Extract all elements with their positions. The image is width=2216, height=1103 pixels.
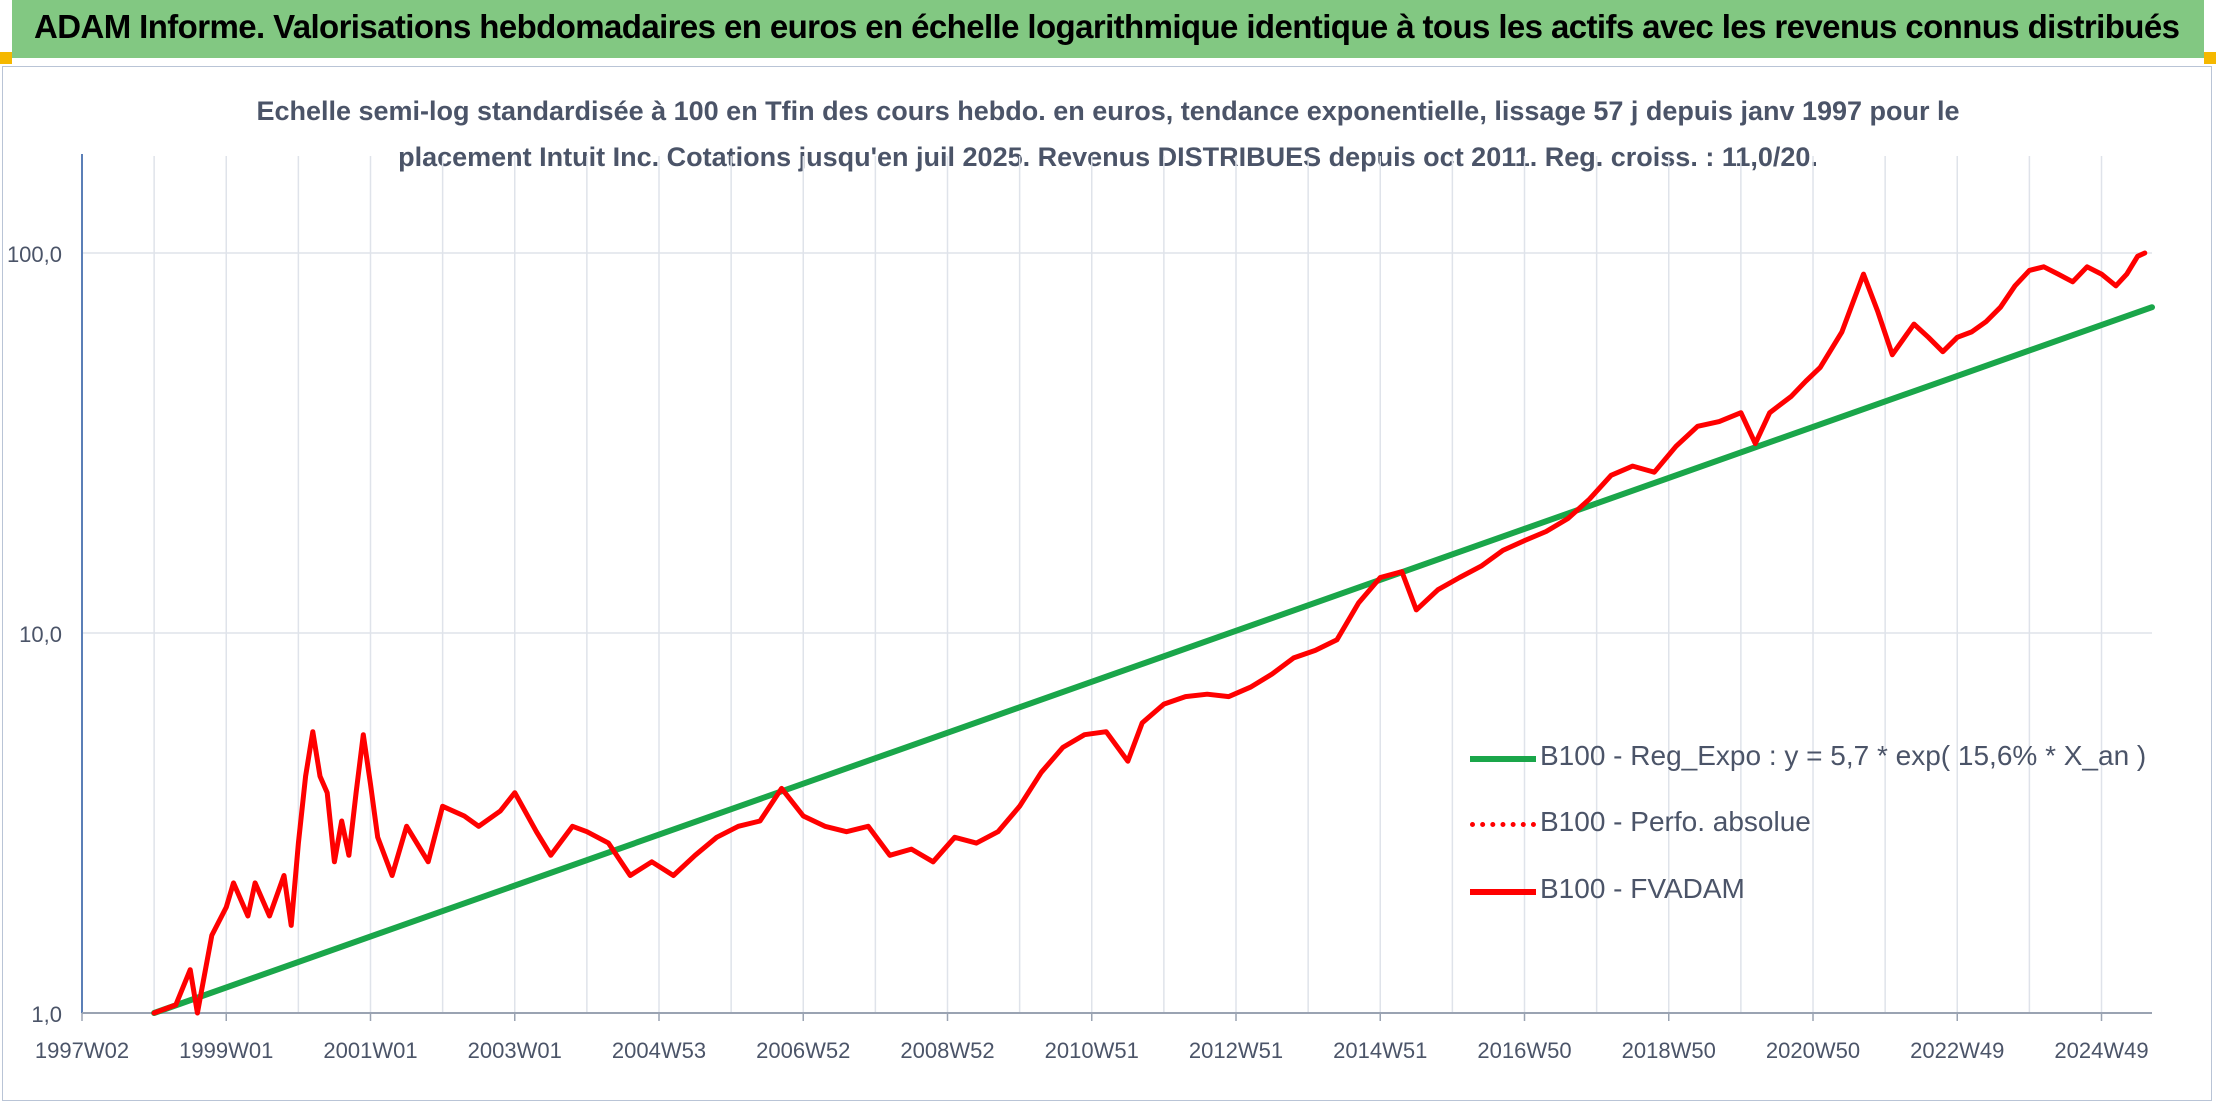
legend-label-fvadam: B100 - FVADAM	[1540, 873, 1745, 904]
y-tick-label: 1,0	[31, 1002, 62, 1027]
series-line-fvadam	[151, 250, 2148, 1016]
x-tick-label: 2016W50	[1477, 1038, 1571, 1063]
x-tick-label: 2003W01	[468, 1038, 562, 1063]
x-tick-label: 1999W01	[179, 1038, 273, 1063]
x-tick-label: 2020W50	[1766, 1038, 1860, 1063]
x-tick-label: 2006W52	[756, 1038, 850, 1063]
corner-marker-left	[0, 52, 12, 64]
axis-layer	[81, 153, 2152, 1021]
x-tick-label: 2014W51	[1333, 1038, 1427, 1063]
report-title: ADAM Informe. Valorisations hebdomadaire…	[34, 8, 2180, 45]
x-tick-label: 2010W51	[1045, 1038, 1139, 1063]
y-tick-label: 100,0	[7, 242, 62, 267]
chart-frame	[2, 66, 2212, 1101]
report-header: ADAM Informe. Valorisations hebdomadaire…	[12, 0, 2204, 58]
x-tick-label: 2018W50	[1622, 1038, 1716, 1063]
x-tick-label: 2024W49	[2054, 1038, 2148, 1063]
corner-marker-right	[2204, 52, 2216, 64]
series-layer	[151, 250, 2155, 1016]
x-tick-label: 2004W53	[612, 1038, 706, 1063]
x-tick-label: 1997W02	[35, 1038, 129, 1063]
x-tick-label: 2008W52	[900, 1038, 994, 1063]
tick-layer: 1,0 10,0 100,0 1997W02 1999W01 2001W01 2003W01…	[7, 242, 2149, 1063]
legend-label-regression: B100 - Reg_Expo : y = 5,7 * exp( 15,6% *…	[1540, 740, 2147, 771]
chart-subtitle-line1: Echelle semi-log standardisée à 100 en T…	[256, 96, 1960, 126]
x-tick-label: 2022W49	[1910, 1038, 2004, 1063]
x-tick-label: 2012W51	[1189, 1038, 1283, 1063]
series-line-regression	[151, 304, 2155, 1016]
legend-swatch-perfo	[1470, 822, 1536, 827]
legend-label-perfo: B100 - Perfo. absolue	[1540, 806, 1811, 837]
legend-swatch-fvadam	[1470, 889, 1536, 895]
x-tick-label: 2001W01	[323, 1038, 417, 1063]
grid-layer	[82, 155, 2152, 1013]
legend-swatch-regression	[1470, 756, 1536, 762]
y-tick-label: 10,0	[19, 622, 62, 647]
chart-subtitle-line2: placement Intuit Inc. Cotations jusqu'en…	[398, 142, 1818, 172]
